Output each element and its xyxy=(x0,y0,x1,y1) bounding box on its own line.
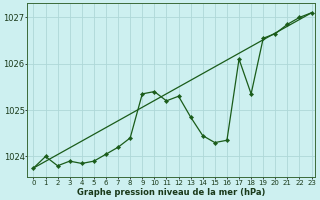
X-axis label: Graphe pression niveau de la mer (hPa): Graphe pression niveau de la mer (hPa) xyxy=(77,188,266,197)
